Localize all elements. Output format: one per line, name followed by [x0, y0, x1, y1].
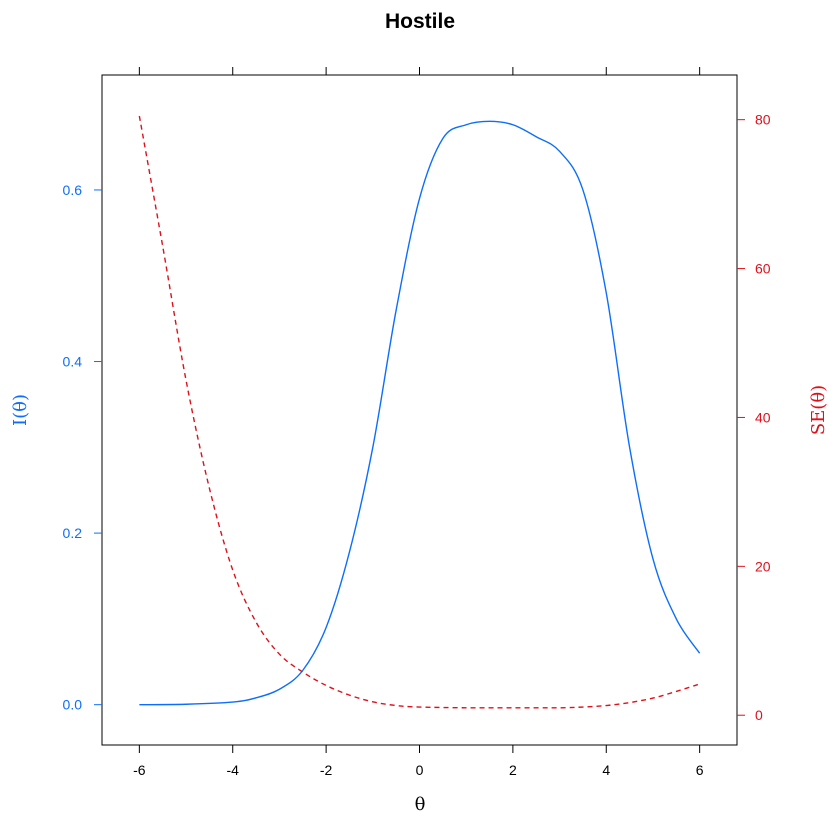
y-left-tick-label: 0.6 [63, 182, 83, 198]
y-right-tick-label: 80 [755, 112, 771, 128]
y-axis-right: 0 20 40 60 80 [737, 112, 771, 723]
standard-error-curve [138, 115, 700, 709]
y-right-tick-label: 60 [755, 261, 771, 277]
y-axis-left: 0.0 0.2 0.4 0.6 [63, 182, 102, 713]
information-curve [139, 120, 701, 706]
x-axis-label: θ [415, 794, 426, 815]
y-axis-right-label: SE(θ) [808, 385, 829, 435]
y-axis-left-label: I(θ) [10, 394, 31, 426]
x-tick-label: 4 [602, 762, 610, 778]
y-left-tick-label: 0.4 [63, 354, 83, 370]
x-tick-label: 2 [509, 762, 517, 778]
y-left-tick-label: 0.0 [63, 697, 83, 713]
x-tick-label: 6 [696, 762, 704, 778]
x-tick-label: 0 [416, 762, 424, 778]
x-axis-top [138, 67, 701, 75]
y-right-tick-label: 0 [755, 707, 763, 723]
x-tick-label: -2 [320, 762, 333, 778]
chart-title: Hostile [385, 10, 455, 33]
y-right-tick-label: 20 [755, 558, 771, 574]
y-right-tick-label: 40 [755, 409, 771, 425]
series-layer [138, 115, 701, 709]
x-tick-label: -4 [227, 762, 240, 778]
x-axis-bottom: -6 -4 -2 0 2 4 6 [133, 745, 704, 778]
plot-frame [101, 74, 738, 746]
x-tick-label: -6 [133, 762, 146, 778]
y-left-tick-label: 0.2 [63, 525, 83, 541]
